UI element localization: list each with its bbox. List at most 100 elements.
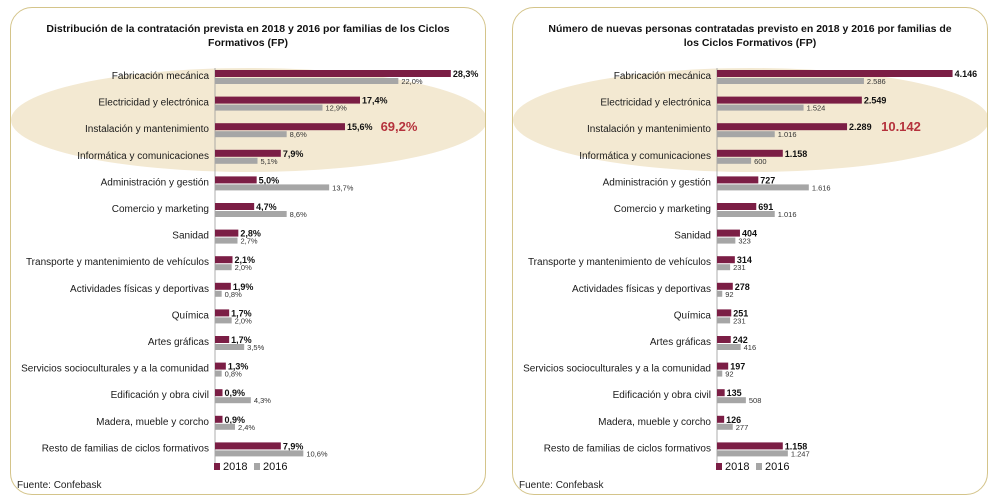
- bar-2018: [717, 282, 733, 290]
- bar-2018: [215, 123, 345, 131]
- data-label-2016: 0,8%: [225, 370, 242, 379]
- bar-2016: [717, 423, 733, 430]
- category-label: Administración y gestión: [101, 177, 209, 188]
- data-label-2018: 2.549: [864, 96, 887, 106]
- data-label-2018: 2.289: [849, 122, 872, 132]
- bar-2018: [717, 415, 725, 423]
- data-label-2016: 323: [738, 237, 751, 246]
- bar-2018: [215, 282, 231, 290]
- bar-2018: [215, 203, 255, 210]
- category-label: Transporte y mantenimiento de vehículos: [26, 257, 209, 268]
- data-label-2016: 13,7%: [332, 183, 354, 192]
- data-label-2018: 2,8%: [240, 229, 261, 239]
- bar-2016: [717, 317, 731, 324]
- category-label: Administración y gestión: [603, 177, 711, 188]
- category-label: Servicios socioculturales y a la comunid…: [21, 364, 209, 375]
- category-label: Instalación y mantenimiento: [587, 124, 711, 135]
- highlight-ellipse: [11, 68, 485, 172]
- data-label-2016: 2,4%: [238, 423, 255, 432]
- bar-2018: [215, 96, 360, 104]
- category-label: Informática y comunicaciones: [579, 151, 711, 162]
- data-label-2018: 1.158: [785, 441, 808, 451]
- highlight-total-label: 69,2%: [381, 119, 418, 134]
- data-label-2016: 2.586: [867, 77, 886, 86]
- data-label-2016: 2,0%: [235, 263, 252, 272]
- data-label-2018: 2,1%: [235, 255, 256, 265]
- bar-2016: [717, 290, 723, 297]
- chart-left: Fabricación mecánica 28,3% 22,0% Electricid…: [11, 68, 485, 473]
- bar-2016: [215, 104, 323, 111]
- bar-2016: [717, 264, 731, 271]
- bar-2016: [215, 290, 222, 297]
- legend-swatch-2016: [254, 463, 260, 470]
- data-label-2018: 7,9%: [283, 441, 304, 451]
- bar-2018: [215, 415, 223, 423]
- data-label-2016: 416: [744, 343, 757, 352]
- category-label: Sanidad: [674, 231, 711, 242]
- data-label-2016: 3,5%: [247, 343, 264, 352]
- bar-2016: [717, 104, 804, 111]
- data-label-2018: 0,9%: [225, 415, 246, 425]
- data-label-2016: 10,6%: [306, 449, 328, 458]
- data-label-2016: 8,6%: [290, 130, 307, 139]
- chart-panel-left: Fabricación mecánica 28,3% 22,0% Electricid…: [10, 7, 486, 495]
- category-label: Química: [172, 310, 210, 321]
- data-label-2016: 5,1%: [261, 157, 278, 166]
- bar-2016: [215, 317, 232, 324]
- data-label-2016: 4,3%: [254, 396, 271, 405]
- bar-2016: [215, 450, 304, 457]
- bar-2016: [717, 370, 723, 377]
- bar-2018: [215, 176, 257, 184]
- category-label: Química: [674, 310, 712, 321]
- bar-2016: [717, 78, 864, 84]
- data-label-2018: 4.146: [955, 69, 978, 79]
- category-label: Servicios socioculturales y a la comunid…: [523, 364, 711, 375]
- highlight-ellipse: [513, 68, 987, 172]
- data-label-2016: 1.524: [807, 104, 826, 113]
- data-label-2018: 1,7%: [231, 308, 252, 318]
- data-label-2016: 1.016: [778, 130, 797, 139]
- data-label-2018: 28,3%: [453, 69, 479, 79]
- bar-2016: [215, 211, 287, 217]
- bar-2018: [215, 229, 239, 237]
- category-label: Transporte y mantenimiento de vehículos: [528, 257, 711, 268]
- bar-2018: [717, 123, 848, 131]
- bar-2016: [717, 184, 809, 191]
- data-label-2016: 1.616: [812, 183, 831, 192]
- highlight-total-label: 10.142: [881, 119, 921, 134]
- chart-right: Fabricación mecánica 4.146 2.586 Electricid…: [513, 68, 987, 473]
- legend-swatch-2016: [756, 463, 762, 470]
- bar-2018: [717, 309, 732, 317]
- data-label-2018: 727: [760, 175, 775, 185]
- bar-2016: [215, 184, 330, 191]
- data-label-2018: 7,9%: [283, 149, 304, 159]
- source-note-left: Fuente: Confebask: [17, 480, 102, 491]
- category-label: Artes gráficas: [148, 337, 209, 348]
- data-label-2018: 4,7%: [256, 202, 277, 212]
- category-label: Edificación y obra civil: [111, 390, 209, 401]
- data-label-2016: 92: [725, 290, 733, 299]
- bar-2018: [215, 70, 451, 77]
- data-label-2018: 15,6%: [347, 122, 373, 132]
- category-label: Madera, mueble y corcho: [598, 417, 711, 428]
- data-label-2016: 0,8%: [225, 290, 242, 299]
- category-label: Resto de familias de ciclos formativos: [544, 443, 711, 454]
- bar-2016: [215, 264, 232, 271]
- category-label: Artes gráficas: [650, 337, 711, 348]
- legend-label-2018: 2018: [223, 461, 247, 473]
- data-label-2016: 22,0%: [401, 77, 423, 86]
- bar-2016: [215, 423, 235, 430]
- data-label-2016: 600: [754, 157, 767, 166]
- bar-2016: [215, 370, 222, 377]
- legend-label-2016: 2016: [765, 461, 789, 473]
- data-label-2018: 278: [735, 282, 750, 292]
- bar-2018: [717, 203, 757, 210]
- bar-2018: [215, 256, 233, 264]
- data-label-2016: 508: [749, 396, 762, 405]
- bar-2018: [215, 442, 281, 450]
- bar-2018: [717, 389, 725, 397]
- data-label-2018: 1,7%: [231, 335, 252, 345]
- data-label-2018: 197: [730, 362, 745, 372]
- bar-2018: [215, 389, 223, 397]
- bar-2016: [717, 157, 752, 164]
